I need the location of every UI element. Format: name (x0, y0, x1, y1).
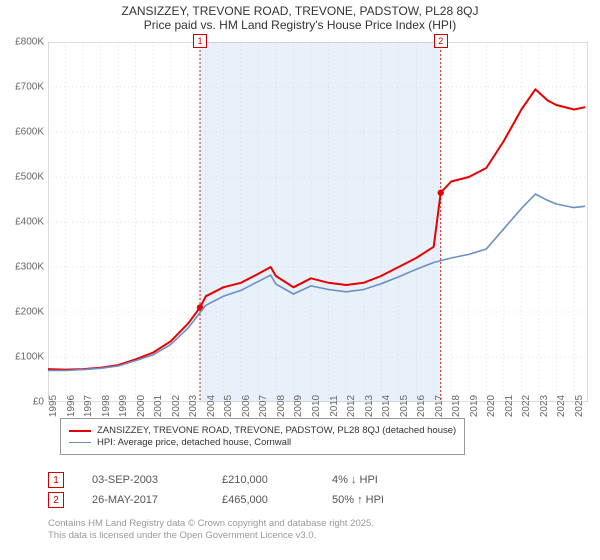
flag-box: 1 (193, 34, 207, 48)
xtick-label: 2014 (381, 395, 392, 417)
xtick-label: 2013 (364, 395, 375, 417)
legend-row-series-0: ZANSIZZEY, TREVONE ROAD, TREVONE, PADSTO… (69, 425, 456, 436)
xtick-label: 2025 (574, 395, 585, 417)
xtick-label: 1997 (83, 395, 94, 417)
marker-row-1: 1 03-SEP-2003 £210,000 4% ↓ HPI (48, 472, 442, 488)
xtick-label: 2010 (311, 395, 322, 417)
xtick-label: 2009 (293, 395, 304, 417)
xtick-label: 2017 (434, 395, 445, 417)
legend-row-series-1: HPI: Average price, detached house, Corn… (69, 437, 456, 448)
xtick-label: 2004 (206, 395, 217, 417)
ytick-label: £500K (15, 172, 44, 183)
xtick-label: 2021 (504, 395, 515, 417)
chart-title-sub: Price paid vs. HM Land Registry's House … (0, 18, 600, 32)
ytick-label: £0 (33, 397, 44, 408)
marker-price-2: £465,000 (222, 494, 332, 506)
ytick-label: £800K (15, 37, 44, 48)
xtick-label: 2019 (469, 395, 480, 417)
xtick-label: 2020 (486, 395, 497, 417)
ytick-label: £700K (15, 82, 44, 93)
xtick-label: 2001 (153, 395, 164, 417)
xtick-label: 2006 (241, 395, 252, 417)
ytick-label: £300K (15, 262, 44, 273)
footer-line-1: Contains HM Land Registry data © Crown c… (48, 518, 374, 530)
legend-label-1: HPI: Average price, detached house, Corn… (97, 437, 291, 448)
footer: Contains HM Land Registry data © Crown c… (48, 518, 374, 543)
xtick-label: 2011 (329, 395, 340, 417)
xtick-label: 2008 (276, 395, 287, 417)
xtick-label: 2018 (451, 395, 462, 417)
xtick-label: 1998 (101, 395, 112, 417)
ytick-label: £100K (15, 352, 44, 363)
xtick-label: 2000 (136, 395, 147, 417)
xtick-label: 2002 (171, 395, 182, 417)
xtick-label: 2023 (539, 395, 550, 417)
flag-box: 2 (434, 34, 448, 48)
marker-diff-1: 4% ↓ HPI (332, 474, 442, 486)
plot-area: £0£100K£200K£300K£400K£500K£600K£700K£80… (48, 42, 588, 402)
ytick-label: £400K (15, 217, 44, 228)
legend-swatch-1 (69, 442, 91, 443)
marker-date-2: 26-MAY-2017 (92, 494, 222, 506)
xtick-label: 2007 (258, 395, 269, 417)
marker-price-1: £210,000 (222, 474, 332, 486)
marker-diff-2: 50% ↑ HPI (332, 494, 442, 506)
chart-container: ZANSIZZEY, TREVONE ROAD, TREVONE, PADSTO… (0, 0, 600, 560)
xtick-label: 2003 (188, 395, 199, 417)
chart-title-main: ZANSIZZEY, TREVONE ROAD, TREVONE, PADSTO… (0, 4, 600, 18)
marker-date-1: 03-SEP-2003 (92, 474, 222, 486)
xtick-label: 2016 (416, 395, 427, 417)
marker-rows: 1 03-SEP-2003 £210,000 4% ↓ HPI 2 26-MAY… (48, 468, 442, 512)
title-block: ZANSIZZEY, TREVONE ROAD, TREVONE, PADSTO… (0, 0, 600, 32)
xtick-label: 1995 (48, 395, 59, 417)
legend-label-0: ZANSIZZEY, TREVONE ROAD, TREVONE, PADSTO… (97, 425, 456, 436)
xtick-label: 1996 (66, 395, 77, 417)
legend-swatch-0 (69, 430, 91, 432)
marker-row-2: 2 26-MAY-2017 £465,000 50% ↑ HPI (48, 492, 442, 508)
xtick-label: 2015 (399, 395, 410, 417)
xtick-label: 2024 (556, 395, 567, 417)
ytick-label: £600K (15, 127, 44, 138)
ytick-label: £200K (15, 307, 44, 318)
xtick-label: 2022 (521, 395, 532, 417)
legend-box: ZANSIZZEY, TREVONE ROAD, TREVONE, PADSTO… (60, 418, 465, 455)
xtick-label: 2005 (223, 395, 234, 417)
footer-line-2: This data is licensed under the Open Gov… (48, 530, 374, 542)
xtick-label: 1999 (118, 395, 129, 417)
marker-badge-1: 1 (48, 472, 64, 488)
plot-svg (48, 42, 588, 402)
xtick-label: 2012 (346, 395, 357, 417)
marker-badge-2: 2 (48, 492, 64, 508)
